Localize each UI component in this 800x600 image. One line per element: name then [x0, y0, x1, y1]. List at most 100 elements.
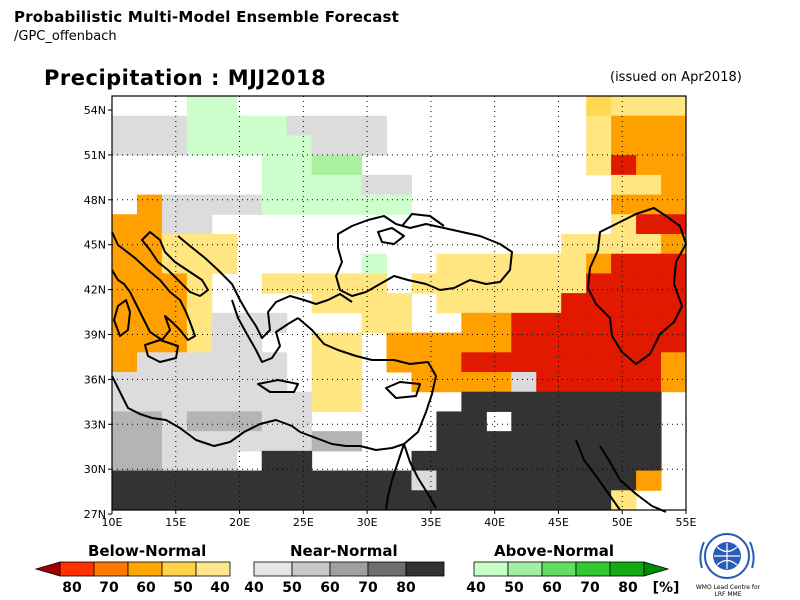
grid-cell: [211, 450, 238, 472]
grid-cell: [486, 293, 512, 314]
grid-cell: [186, 470, 213, 491]
grid-cell: [461, 490, 487, 511]
legend-near-label: 40: [244, 580, 264, 596]
grid-cell: [186, 253, 213, 274]
grid-cell: [586, 391, 612, 412]
grid-cell: [461, 470, 487, 491]
grid-cell: [186, 96, 213, 117]
grid-cell: [286, 273, 313, 294]
lon-tick-label: 15E: [165, 516, 186, 529]
grid-cell: [336, 115, 363, 136]
grid-cell: [161, 450, 188, 472]
grid-cell: [561, 312, 587, 334]
grid-cell: [561, 332, 587, 353]
coastline-suez: [385, 443, 405, 511]
grid-cell: [586, 332, 612, 353]
grid-cell: [611, 293, 637, 314]
legend-above-label: [%]: [653, 580, 680, 596]
grid-cell: [161, 372, 188, 393]
lon-tick-label: 45E: [548, 516, 569, 529]
grid-cell: [511, 293, 537, 314]
grid-cell: [286, 450, 313, 472]
issued-date: (issued on Apr2018): [610, 70, 742, 85]
grid-cell: [361, 174, 388, 196]
logo-caption-line2: LRF MME: [714, 591, 742, 598]
grid-cell: [661, 135, 687, 156]
grid-cell: [411, 450, 437, 472]
grid-cell: [661, 155, 687, 176]
grid-cell: [561, 450, 587, 472]
grid-cell: [586, 490, 612, 511]
grid-cell: [436, 332, 462, 353]
lat-tick-label: 39N: [84, 329, 106, 342]
grid-cell: [161, 135, 188, 156]
grid-cell: [511, 391, 537, 412]
grid-cell: [336, 293, 363, 314]
coastline-turkey-south: [297, 317, 437, 451]
grid-cell: [161, 411, 188, 432]
grid-cell: [661, 293, 687, 314]
coastline-crimea: [377, 227, 405, 245]
grid-cell: [486, 253, 512, 274]
grid-cell: [236, 490, 263, 511]
grid-cell: [436, 450, 462, 472]
grid-cell: [561, 293, 587, 314]
grid-cell: [161, 352, 188, 373]
logo-caption-line1: WMO Lead Centre for: [695, 584, 761, 591]
legend-above-swatch: [473, 561, 509, 577]
grid-cell: [336, 391, 363, 412]
grid-cell: [511, 312, 537, 334]
lat-tick-label: 42N: [84, 284, 106, 297]
legend-below-label: 40: [210, 580, 230, 596]
axes: 10E 15E 20E 25E 30E 35E 40E 45E 50E 55E 54N 51N 48N 4…: [84, 95, 697, 529]
grid-cell: [261, 312, 288, 334]
grid-cell: [286, 411, 313, 432]
grid-cell: [636, 155, 662, 176]
grid-cell: [461, 253, 487, 274]
grid-cell: [636, 470, 662, 491]
grid-cell: [336, 273, 363, 294]
grid-cell: [361, 135, 388, 156]
grid-cell: [186, 234, 213, 255]
grid-cell: [112, 431, 138, 452]
grid-cell: [112, 470, 138, 491]
grid-cell: [211, 135, 238, 156]
map-frame: [111, 95, 687, 511]
grid-cell: [136, 194, 163, 215]
grid-cell: [112, 411, 138, 432]
grid-cell: [536, 450, 562, 472]
grid-cell: [311, 194, 338, 215]
grid-cell: [586, 372, 612, 393]
grid-cell: [461, 352, 487, 373]
grid-cell: [236, 194, 263, 215]
grid-cell: [261, 411, 288, 432]
grid-cell: [236, 470, 263, 491]
grid-cell: [561, 273, 587, 294]
grid-cell: [211, 391, 238, 412]
grid-cell: [611, 352, 637, 373]
grid-cell: [261, 490, 288, 511]
grid-cell: [161, 470, 188, 491]
grid-cell: [211, 431, 238, 452]
grid-cell: [136, 470, 163, 491]
legend-above-swatch: [575, 561, 611, 577]
grid-cell: [286, 470, 313, 491]
grid-cell: [461, 332, 487, 353]
legend-near-label: 70: [358, 580, 378, 596]
grid-cell: [661, 96, 687, 117]
grid-cell: [636, 391, 662, 412]
grid-cell: [286, 135, 313, 156]
grid-cell: [386, 293, 412, 314]
legend-above-label: 80: [618, 580, 638, 596]
grid-cell: [486, 470, 512, 491]
grid-cell: [311, 470, 338, 491]
legend-below-label: 60: [136, 580, 156, 596]
grid-cell: [436, 431, 462, 452]
grid-cell: [361, 312, 388, 334]
coastline-persian-gulf: [599, 445, 667, 513]
grid-cell: [136, 411, 163, 432]
grid-cell: [161, 115, 188, 136]
coastline-caspian: [587, 207, 687, 365]
lat-tick-label: 33N: [84, 418, 106, 431]
grid-cell: [586, 293, 612, 314]
